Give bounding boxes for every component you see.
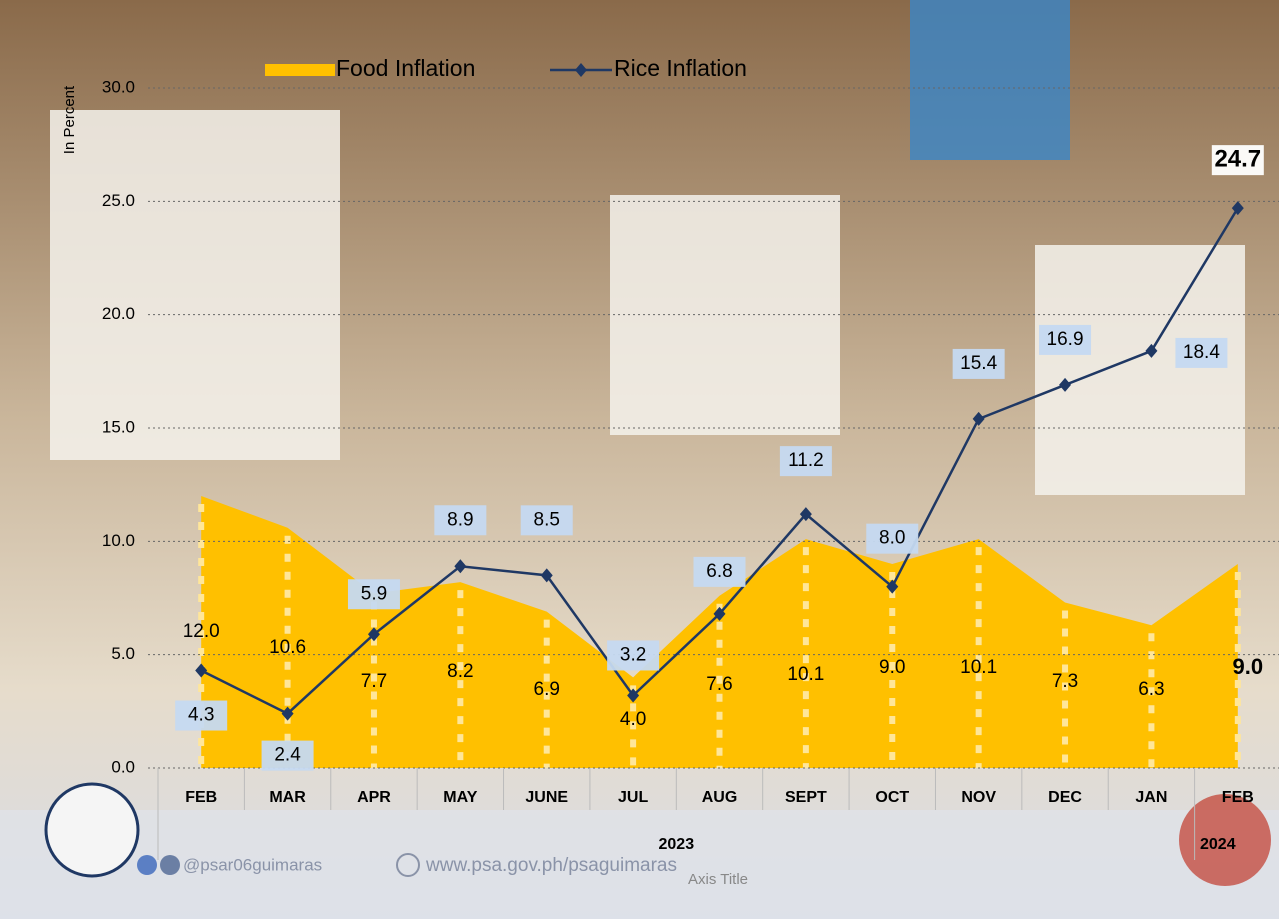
food-value-label: 10.1: [787, 664, 824, 685]
psa-logo: [46, 784, 138, 876]
rice-value-label: 4.3: [188, 705, 214, 726]
rice-value-label: 8.9: [447, 509, 473, 530]
x-tick-label: JUNE: [525, 789, 568, 806]
year-label: 2023: [659, 836, 695, 853]
x-tick-label: AUG: [702, 789, 738, 806]
chart: In Percent Axis Title @psar06guimaras ww…: [0, 0, 1279, 919]
food-value-label: 12.0: [183, 621, 220, 642]
photo-scale: [910, 0, 1070, 160]
photo-sign: [1035, 245, 1245, 495]
legend-label: Rice Inflation: [614, 55, 747, 81]
y-axis-title: In Percent: [61, 85, 78, 154]
food-value-label: 10.1: [960, 657, 997, 678]
x-tick-label: SEPT: [785, 789, 827, 806]
y-tick-label: 20.0: [102, 304, 135, 323]
rice-value-label: 18.4: [1183, 342, 1220, 363]
footer-website: www.psa.gov.ph/psaguimaras: [425, 855, 677, 876]
x-icon: [160, 855, 180, 875]
x-tick-label: JAN: [1135, 789, 1167, 806]
facebook-icon: [137, 855, 157, 875]
legend-label: Food Inflation: [336, 55, 475, 81]
food-value-label: 9.0: [1233, 654, 1264, 679]
y-tick-label: 0.0: [111, 757, 135, 776]
x-axis-title: Axis Title: [688, 871, 748, 888]
food-value-label: 7.6: [706, 674, 732, 695]
x-tick-label: APR: [357, 789, 391, 806]
food-value-label: 7.7: [361, 671, 387, 692]
rice-value-label: 24.7: [1214, 145, 1261, 172]
x-tick-label: OCT: [875, 789, 909, 806]
y-tick-label: 15.0: [102, 417, 135, 436]
rice-value-label: 8.0: [879, 528, 905, 549]
y-tick-label: 5.0: [111, 644, 135, 663]
x-tick-label: MAR: [269, 789, 306, 806]
food-value-label: 9.0: [879, 657, 905, 678]
year-label: 2024: [1200, 836, 1236, 853]
page: {"chart_data":{"type":"area-line", "x_ax…: [0, 0, 1279, 919]
photo-sign: [50, 110, 340, 460]
x-tick-label: FEB: [185, 789, 217, 806]
food-value-label: 10.6: [269, 637, 306, 658]
footer-handle: @psar06guimaras: [183, 855, 322, 874]
rice-value-label: 11.2: [788, 450, 824, 471]
food-value-label: 8.2: [447, 661, 473, 682]
x-tick-label: NOV: [961, 789, 996, 806]
rice-value-label: 16.9: [1047, 329, 1084, 350]
x-tick-label: FEB: [1222, 789, 1254, 806]
x-tick-label: DEC: [1048, 789, 1082, 806]
food-value-label: 4.0: [620, 709, 646, 730]
y-tick-label: 30.0: [102, 77, 135, 96]
y-tick-label: 25.0: [102, 191, 135, 210]
x-tick-label: JUL: [618, 789, 648, 806]
food-value-label: 6.3: [1138, 679, 1164, 700]
y-tick-label: 10.0: [102, 531, 135, 550]
rice-value-label: 2.4: [274, 745, 301, 766]
x-tick-label: MAY: [443, 789, 477, 806]
rice-value-label: 8.5: [534, 509, 560, 530]
food-value-label: 6.9: [534, 679, 560, 700]
rice-value-label: 5.9: [361, 583, 387, 604]
rice-value-label: 3.2: [620, 644, 646, 665]
legend-swatch: [265, 64, 335, 76]
food-value-label: 7.3: [1052, 671, 1078, 692]
rice-value-label: 15.4: [960, 353, 997, 374]
rice-value-label: 6.8: [706, 561, 732, 582]
